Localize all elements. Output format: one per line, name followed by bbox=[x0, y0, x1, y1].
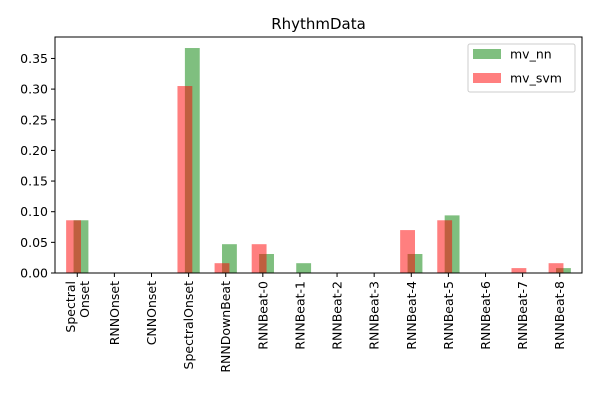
y-tick-label: 0.15 bbox=[20, 174, 48, 189]
bar-mv-svm-12 bbox=[511, 268, 527, 273]
x-tick-label: Onset bbox=[77, 281, 92, 318]
bar-mv-nn-6 bbox=[296, 263, 312, 273]
x-tick-label: RNNOnset bbox=[107, 281, 122, 345]
x-axis: Spectral Onset RNNOnset CNNOnset SpectralOns… bbox=[63, 273, 567, 373]
x-tick-label: RNNBeat-8 bbox=[552, 281, 567, 350]
x-tick-label: CNNOnset bbox=[144, 281, 159, 345]
bar-mv-svm-9 bbox=[400, 230, 415, 273]
bar-mv-svm-0 bbox=[66, 220, 81, 273]
x-tick-label: RNNBeat-3 bbox=[367, 281, 382, 350]
y-tick-label: 0.05 bbox=[20, 235, 48, 250]
x-tick-label: RNNBeat-1 bbox=[292, 281, 307, 350]
x-tick-label: RNNBeat-0 bbox=[255, 281, 270, 350]
y-tick-label: 0.20 bbox=[20, 143, 48, 158]
legend-swatch-mv-svm bbox=[473, 73, 501, 83]
legend: mv_nn mv_svm bbox=[467, 43, 576, 93]
x-tick-label: Spectral bbox=[63, 281, 78, 333]
bar-mv-svm-4 bbox=[214, 263, 230, 273]
y-tick-label: 0.25 bbox=[20, 112, 48, 127]
bars-layer bbox=[66, 48, 571, 273]
legend-label-mv-nn: mv_nn bbox=[510, 47, 552, 62]
x-tick-label: RNNDownBeat bbox=[218, 281, 233, 373]
plot-frame bbox=[54, 36, 583, 274]
x-tick-label: RNNBeat-2 bbox=[330, 281, 345, 350]
y-tick-label: 0.35 bbox=[20, 51, 48, 66]
x-tick-label: SpectralOnset bbox=[181, 281, 196, 370]
y-axis: 0.00 0.05 0.10 0.15 0.20 0.25 0.30 0.35 bbox=[20, 51, 55, 281]
y-tick-label: 0.10 bbox=[20, 204, 48, 219]
bar-mv-svm-5 bbox=[251, 244, 267, 273]
legend-swatch-mv-nn bbox=[473, 49, 501, 59]
legend-label-mv-svm: mv_svm bbox=[510, 71, 562, 86]
bar-mv-svm-3 bbox=[177, 86, 193, 273]
y-tick-label: 0.30 bbox=[20, 82, 48, 97]
bar-mv-svm-13 bbox=[548, 263, 564, 273]
y-tick-label: 0.00 bbox=[20, 266, 48, 281]
chart-title: RhythmData bbox=[271, 15, 366, 33]
x-tick-label: RNNBeat-5 bbox=[441, 281, 456, 350]
x-tick-label: RNNBeat-7 bbox=[515, 281, 530, 350]
x-tick-label: RNNBeat-6 bbox=[478, 281, 493, 350]
bar-mv-svm-10 bbox=[437, 220, 453, 273]
x-tick-label: RNNBeat-4 bbox=[404, 281, 419, 350]
